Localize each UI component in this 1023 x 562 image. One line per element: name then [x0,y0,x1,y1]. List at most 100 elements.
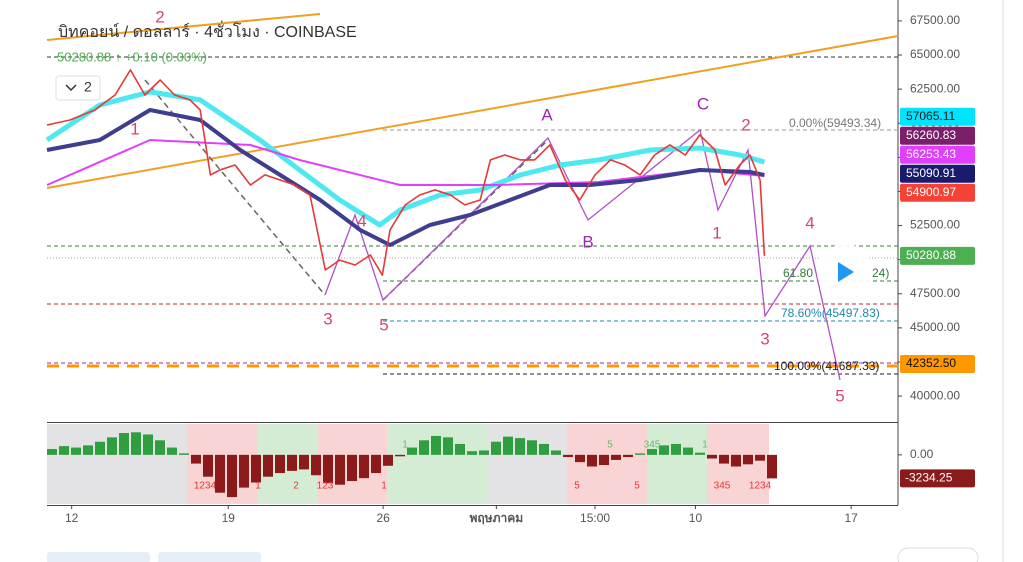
y-tick-label: 40000.00 [910,388,960,402]
histogram-bar [719,454,729,464]
histogram-bar [491,441,501,455]
histogram-bar [119,433,129,455]
histogram-bar [227,454,237,498]
histogram-bar [263,454,273,477]
signal-marker: 5 [607,440,613,451]
x-tick-label: 17 [845,511,859,525]
wave-label: 5 [835,386,844,405]
signal-marker: 1234 [194,481,217,492]
wave-label: 4 [805,213,814,232]
histogram-bar [215,454,225,493]
histogram-bar [647,449,657,455]
fib-label: 100.00%(41687.33) [774,359,879,373]
price-line [46,69,766,276]
histogram-bar [347,454,357,482]
histogram-bar [503,436,513,455]
histogram-bar [383,454,393,466]
histogram-bar [443,437,453,455]
toolbar-button[interactable] [47,552,150,562]
trend-line [382,139,549,301]
histogram-bar [131,432,141,455]
trend-line [46,13,321,41]
price-tag-label: 56253.43 [906,147,956,161]
fib-label: 78.60%(45497.83) [781,306,880,320]
fib-label: 61.80 [783,266,813,280]
histogram-bar [419,440,429,455]
price-tag [900,107,975,126]
histogram-bar [611,454,621,460]
histogram-bar [431,435,441,455]
toolbar-button[interactable] [158,552,261,562]
chevron-icon [65,84,77,92]
y-tick-label: 67500.00 [910,13,960,27]
wave-label: 3 [323,309,332,328]
signal-marker: 1 [402,440,408,451]
wave-label: 2 [741,115,750,134]
histogram-bar [743,454,753,465]
price-line [46,108,765,247]
signal-marker: 345 [644,440,661,451]
price-tag-label: 55090.91 [906,166,956,180]
price-tag-label: -3234.25 [905,471,953,485]
wave-label: A [541,105,553,124]
round-button[interactable] [897,547,979,562]
indicator-toggle[interactable] [55,75,101,101]
wave-label: C [697,94,709,113]
signal-marker: 5 [634,481,640,492]
histogram-bar [311,454,321,476]
price-tag-label: 42352.50 [906,356,956,370]
histogram-bar [155,440,165,455]
y-tick-label: 45000.00 [910,320,960,334]
wave-label: 1 [712,223,721,242]
x-tick-label: 12 [65,511,79,525]
price-tag [900,145,975,164]
price-tag [900,246,975,265]
play-icon [838,262,854,282]
histogram-bar [731,454,741,467]
trend-line [144,79,326,296]
signal-marker: 5 [574,481,580,492]
x-tick-label: 19 [222,511,236,525]
histogram-bar [323,454,333,484]
histogram-bar [275,454,285,474]
price-tag [900,354,975,373]
histogram-bar [359,454,369,479]
drawings [46,13,899,381]
price-tag-label: 50280.88 [906,248,956,262]
histogram-bar [455,443,465,455]
price-tag-label: 56260.83 [906,128,956,142]
series-layer [45,69,766,276]
quote: 50280.88 ↑ +0.10 (0.00%) [57,49,207,64]
histogram-bar [299,454,309,470]
histogram-bar [623,454,633,458]
band [647,424,707,504]
wave-path [324,128,841,381]
wave-label: 3 [760,329,769,348]
y-tick-label: 65000.00 [910,47,960,61]
y-tick-label: 62500.00 [910,81,960,95]
price-tag-label: 54900.97 [906,185,956,199]
histogram-bar [251,454,261,483]
histogram-bar [83,445,93,455]
signal-marker: 123 [317,481,334,492]
price-line [45,89,766,228]
histogram-bar [167,447,177,455]
band [487,424,567,504]
y-tick-label: 0.00 [910,447,934,461]
histogram-bar [539,443,549,455]
price-tag [900,164,975,183]
trend-line [46,35,899,189]
wave-label: 5 [379,315,388,334]
price-tag [900,183,975,202]
signal-marker: 1234 [749,481,772,492]
y-tick-label: 52500.00 [910,218,960,232]
x-tick-label: 10 [689,511,703,525]
histogram-bar [179,453,189,455]
histogram-bar [143,434,153,455]
y-tick-label: 47500.00 [910,286,960,300]
fib-label: 24) [872,266,889,280]
fib-label: 0.00%(59493.34) [789,116,881,130]
histogram-bar [95,441,105,455]
histogram-bar [527,440,537,455]
band [47,424,187,504]
